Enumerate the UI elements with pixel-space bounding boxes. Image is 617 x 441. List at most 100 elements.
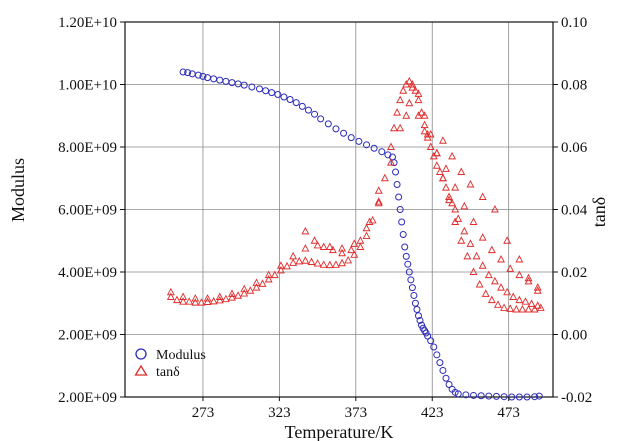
modulus-point [492, 392, 500, 400]
tand-point [289, 251, 298, 260]
modulus-point [470, 391, 478, 399]
tand-point [390, 123, 398, 132]
tand-point [185, 297, 194, 305]
modulus-point [298, 102, 306, 110]
tand-point [368, 215, 377, 224]
modulus-point [411, 299, 419, 307]
y-tick-label: 4.00E+09 [58, 265, 117, 281]
tand-point [215, 292, 224, 300]
tand-point [276, 265, 285, 274]
modulus-point [240, 81, 248, 89]
modulus-point [347, 134, 355, 142]
modulus-point [395, 193, 403, 201]
tand-point [179, 297, 188, 305]
modulus-point [414, 312, 422, 320]
tand-point [460, 226, 469, 235]
x-tick-label: 273 [192, 405, 215, 421]
tand-point [270, 270, 279, 279]
tand-point [203, 294, 212, 302]
tand-point [438, 136, 447, 144]
tand-point [435, 167, 444, 175]
marks [166, 68, 545, 401]
modulus-point [410, 291, 418, 299]
tand-point [475, 280, 484, 288]
tand-point [408, 80, 417, 88]
tand-point [252, 283, 261, 291]
tand-point [432, 161, 441, 169]
tand-point [420, 111, 429, 119]
y2-tick-label: 0.10 [561, 15, 587, 31]
tand-point [405, 98, 414, 107]
tand-point [166, 287, 175, 296]
modulus-point [407, 276, 415, 284]
modulus-point [370, 144, 378, 152]
y-tick-label: 2.00E+09 [58, 390, 117, 406]
modulus-point [436, 359, 444, 367]
modulus-point [304, 106, 312, 114]
tand-point [191, 294, 200, 302]
legend-modulus-marker [135, 348, 147, 360]
modulus-point [292, 99, 300, 107]
y2-tick-label: 0.08 [561, 78, 587, 94]
tand-point [524, 305, 533, 313]
tand-point [283, 261, 291, 270]
legend-tand-marker [134, 364, 148, 376]
tand-point [451, 205, 460, 213]
tand-point [536, 303, 545, 311]
tand-point [451, 183, 460, 191]
modulus-point [430, 343, 438, 351]
tand-point [301, 226, 310, 235]
tand-point [420, 120, 429, 129]
modulus-point [248, 83, 256, 91]
tand-point [197, 298, 206, 306]
y2-tick-label: 0.06 [561, 140, 588, 156]
tand-point [252, 278, 261, 286]
tand-point [325, 242, 334, 250]
tand-point [356, 236, 365, 244]
tand-point [399, 86, 408, 94]
modulus-point [402, 252, 410, 260]
tand-point [328, 245, 337, 254]
modulus-point [485, 392, 493, 400]
modulus-point [392, 168, 400, 176]
modulus-point [396, 206, 404, 213]
x-axis-title: Temperature/K [285, 422, 394, 441]
tand-point [301, 244, 310, 252]
modulus-point [332, 125, 340, 133]
x-tick-label: 373 [345, 405, 368, 421]
tand-point [533, 283, 542, 291]
tand-point [487, 245, 496, 254]
legend-tand-label: tanδ [156, 365, 180, 380]
tand-point [240, 289, 249, 297]
modulus-point [268, 89, 276, 97]
modulus-point [477, 392, 485, 400]
tand-point [374, 198, 383, 207]
tand-point [512, 305, 521, 313]
tand-point [414, 95, 423, 104]
modulus-point [179, 68, 187, 76]
tand-point [319, 242, 328, 250]
modulus-point [535, 392, 543, 400]
tand-point [228, 293, 236, 301]
tand-point [350, 250, 359, 258]
x-tick-label: 323 [268, 405, 291, 421]
x-tick-label: 423 [421, 405, 444, 421]
modulus-point [427, 337, 435, 345]
modulus-point [363, 141, 371, 149]
tand-point [481, 289, 490, 297]
modulus-point [454, 390, 462, 398]
tand-point [463, 251, 472, 260]
tand-point [258, 279, 267, 287]
modulus-point [405, 268, 413, 276]
tand-point [356, 242, 365, 250]
tand-point [521, 297, 530, 305]
modulus-point [210, 75, 218, 83]
tand-point [396, 123, 405, 132]
tand-point [166, 292, 175, 300]
modulus-point [286, 96, 294, 103]
tand-point [469, 267, 478, 275]
tand-point [466, 239, 475, 247]
tand-point [500, 303, 509, 311]
tand-point [350, 239, 359, 247]
